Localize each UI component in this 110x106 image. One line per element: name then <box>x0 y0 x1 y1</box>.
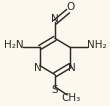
Text: N: N <box>68 63 76 73</box>
Text: S: S <box>52 85 58 95</box>
Text: CH₃: CH₃ <box>61 93 81 103</box>
Text: H₂N: H₂N <box>4 40 23 50</box>
Text: N: N <box>34 63 42 73</box>
Text: N: N <box>51 14 59 24</box>
Text: NH₂: NH₂ <box>87 40 106 50</box>
Text: O: O <box>66 2 74 12</box>
